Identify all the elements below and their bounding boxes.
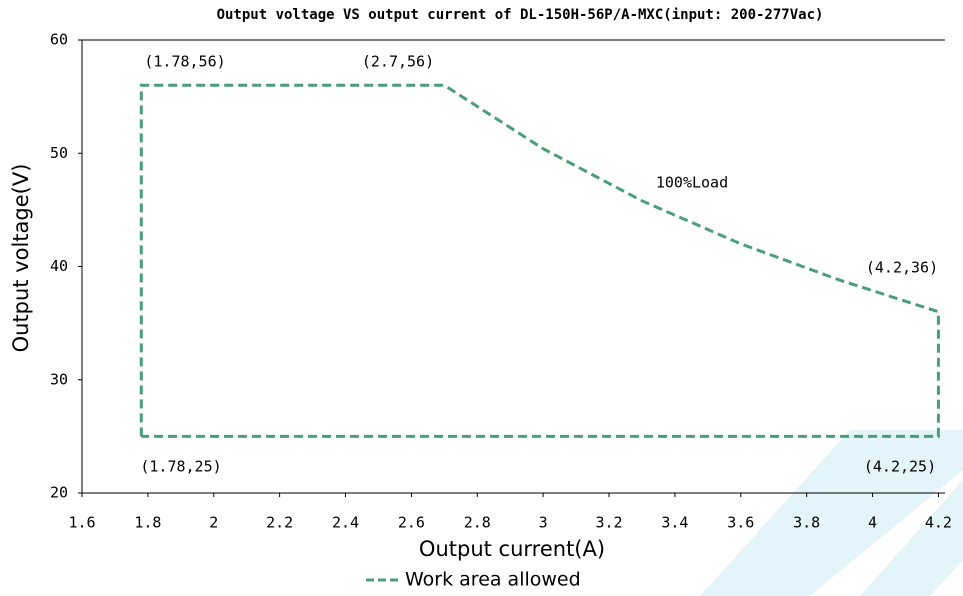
chart-title: Output voltage VS output current of DL-1… (217, 7, 824, 23)
x-tick-label: 2.2 (266, 514, 293, 532)
watermark (860, 480, 963, 596)
annotation: (1.78,25) (140, 458, 221, 476)
y-tick-label: 20 (50, 484, 68, 502)
annotation: (1.78,56) (144, 53, 225, 71)
y-tick-label: 40 (50, 257, 68, 275)
x-axis-label: Output current(A) (419, 537, 605, 561)
x-tick-label: 3 (539, 514, 548, 532)
watermark (700, 430, 963, 596)
x-tick-label: 4 (868, 514, 877, 532)
x-tick-label: 3.4 (661, 514, 688, 532)
x-tick-label: 4.2 (925, 514, 952, 532)
legend-label: Work area allowed (405, 569, 581, 591)
x-tick-label: 1.6 (68, 514, 95, 532)
y-tick-label: 50 (50, 144, 68, 162)
annotation: (4.2,25) (864, 458, 936, 476)
y-tick-label: 60 (50, 31, 68, 49)
x-tick-label: 2.8 (464, 514, 491, 532)
annotation: (2.7,56) (362, 53, 434, 71)
annotation: (4.2,36) (866, 259, 938, 277)
x-tick-label: 3.6 (727, 514, 754, 532)
x-tick-label: 2.4 (332, 514, 359, 532)
annotation: 100%Load (656, 174, 728, 192)
work-area-line (139, 83, 940, 438)
y-tick-label: 30 (50, 370, 68, 388)
y-axis-label: Output voltage(V) (9, 164, 33, 353)
x-tick-label: 2.6 (398, 514, 425, 532)
x-tick-label: 3.2 (595, 514, 622, 532)
x-tick-label: 2 (209, 514, 218, 532)
x-tick-label: 3.8 (793, 514, 820, 532)
x-tick-label: 1.8 (134, 514, 161, 532)
